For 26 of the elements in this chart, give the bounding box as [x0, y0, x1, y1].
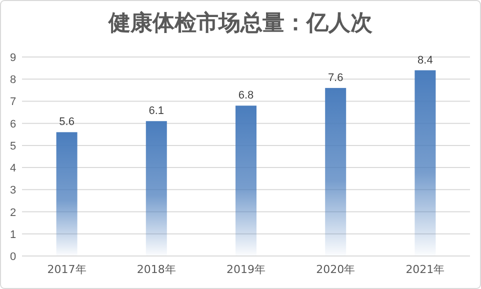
x-tick-label: 2017年 — [47, 263, 86, 276]
y-tick-label: 4 — [10, 162, 16, 175]
y-tick-label: 2 — [10, 206, 16, 219]
y-tick-label: 0 — [10, 251, 16, 263]
y-tick-label: 1 — [10, 228, 16, 241]
bar — [414, 70, 436, 256]
y-tick-label: 3 — [10, 184, 16, 197]
data-label: 8.4 — [418, 54, 433, 66]
y-tick-label: 6 — [10, 118, 16, 130]
x-tick-label: 2019年 — [226, 263, 266, 276]
bar — [56, 132, 78, 256]
bar — [236, 106, 256, 256]
data-label: 7.6 — [328, 72, 344, 84]
y-tick-label: 7 — [10, 96, 16, 108]
x-tick-label: 2020年 — [316, 263, 356, 276]
data-label: 6.1 — [148, 105, 164, 118]
bar — [146, 121, 167, 256]
y-tick-label: 5 — [10, 140, 16, 152]
chart-title: 健康体检市场总量：亿人次 — [108, 10, 374, 36]
x-tick-label: 2018年 — [136, 263, 176, 276]
y-tick-label: 8 — [10, 74, 16, 86]
data-label: 5.6 — [59, 116, 74, 128]
data-label: 6.8 — [238, 90, 254, 102]
x-tick-label: 2021年 — [406, 263, 445, 276]
bar — [325, 88, 346, 256]
y-tick-label: 9 — [10, 52, 16, 64]
